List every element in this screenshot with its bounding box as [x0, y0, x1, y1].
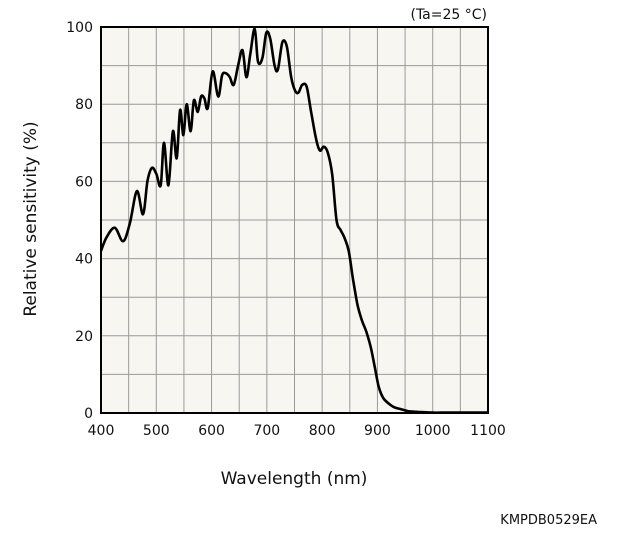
y-tick-label: 100: [66, 20, 93, 36]
y-tick-label: 20: [75, 329, 93, 345]
x-tick-label: 500: [143, 423, 170, 439]
condition-annotation: (Ta=25 °C): [410, 7, 487, 23]
plot-frame: [100, 26, 489, 414]
x-tick-label: 1100: [470, 423, 506, 439]
axis-ticks: 400 500 600 700 800 900 1000 1100 0 20 40 60 80 100: [66, 20, 506, 439]
grid-lines: [101, 27, 488, 413]
figure-code: KMPDB0529EA: [500, 513, 597, 528]
y-tick-label: 80: [75, 97, 93, 113]
y-tick-label: 0: [84, 406, 93, 422]
x-tick-label: 700: [253, 423, 280, 439]
x-axis-title: Wavelength (nm): [221, 469, 368, 489]
x-tick-label: 400: [88, 423, 115, 439]
x-tick-label: 900: [364, 423, 391, 439]
x-tick-label: 600: [198, 423, 225, 439]
x-tick-label: 800: [309, 423, 336, 439]
y-axis-title: Relative sensitivity (%): [21, 121, 41, 316]
x-tick-label: 1000: [415, 423, 451, 439]
sensitivity-curve: [99, 27, 488, 414]
y-tick-label: 60: [75, 174, 93, 190]
y-tick-label: 40: [75, 252, 93, 268]
